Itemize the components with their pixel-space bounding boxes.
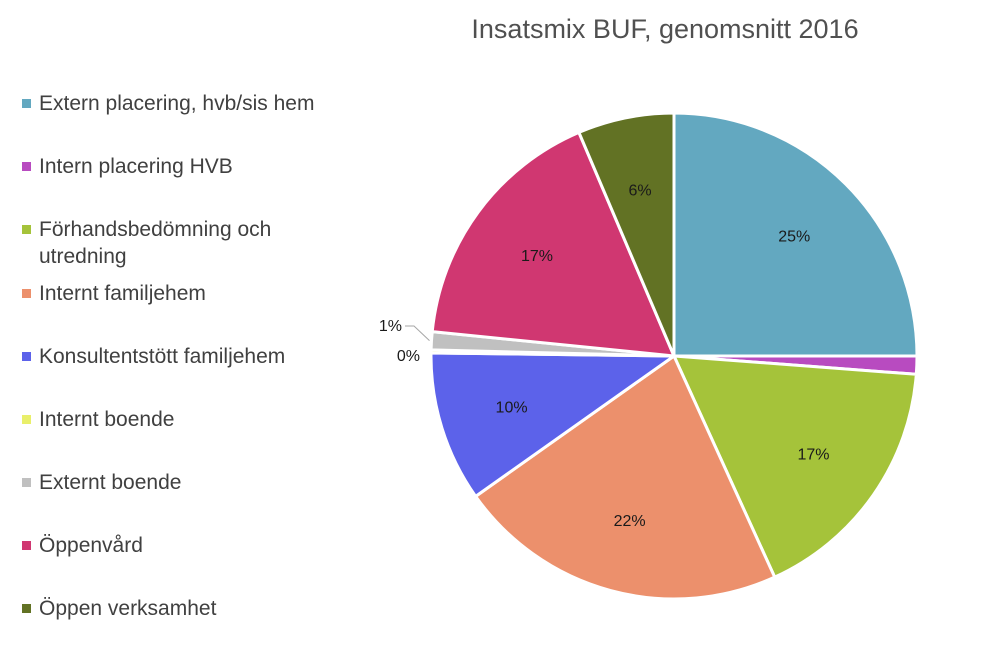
legend-label: Öppenvård (39, 534, 143, 557)
pie-slice (671, 354, 918, 580)
legend-label: Internt boende (39, 408, 175, 431)
legend-label: Intern placering HVB (39, 155, 233, 178)
slice-data-label: 25% (778, 229, 810, 246)
pie-slice (430, 130, 677, 358)
slice-data-label: 10% (496, 400, 528, 417)
leader-line (405, 325, 430, 341)
legend-swatch (22, 225, 31, 234)
legend-label: Extern placering, hvb/sis hem (39, 92, 315, 115)
legend-swatch (22, 99, 31, 108)
legend-item: Internt familjehem (22, 280, 339, 307)
slice-data-label: 0% (397, 348, 420, 365)
legend-item: Öppenvård (22, 532, 339, 559)
legend-swatch (22, 604, 31, 613)
legend-label: Externt boende (39, 471, 182, 494)
legend-item: Öppen verksamhet (22, 595, 339, 622)
pie-slice (429, 351, 679, 499)
legend-label: Internt familjehem (39, 282, 206, 305)
legend-item: Intern placering HVB (22, 153, 339, 180)
legend-swatch (22, 352, 31, 361)
legend-item: Externt boende (22, 469, 339, 496)
legend-item: Förhandsbedömning och utredning (22, 216, 339, 270)
pie-slice (672, 111, 919, 358)
pie-slice (576, 111, 676, 357)
slice-data-label: 1% (379, 318, 402, 335)
legend-item: Extern placering, hvb/sis hem (22, 90, 339, 117)
legend-label: Förhandsbedömning och utredning (39, 218, 272, 268)
slice-data-label: 17% (797, 446, 829, 463)
slice-data-label: 17% (521, 248, 553, 265)
pie-slices (429, 111, 919, 601)
pie-labels: 25% 17% 22% 10% 0% 1% 17% 6% (379, 182, 830, 530)
legend-swatch (22, 289, 31, 298)
legend-item: Konsultentstött familjehem (22, 343, 339, 370)
legend-swatch (22, 541, 31, 550)
legend-swatch (22, 415, 31, 424)
legend-label: Öppen verksamhet (39, 597, 217, 620)
legend-label: Konsultentstött familjehem (39, 345, 286, 368)
slice-data-label: 22% (614, 513, 646, 530)
legend-swatch (22, 478, 31, 487)
chart-title: Insatsmix BUF, genomsnitt 2016 (471, 14, 859, 44)
legend-item: Internt boende (22, 406, 339, 433)
legend-swatch (22, 162, 31, 171)
pie-slice (473, 353, 777, 601)
slice-data-label: 6% (628, 182, 651, 199)
